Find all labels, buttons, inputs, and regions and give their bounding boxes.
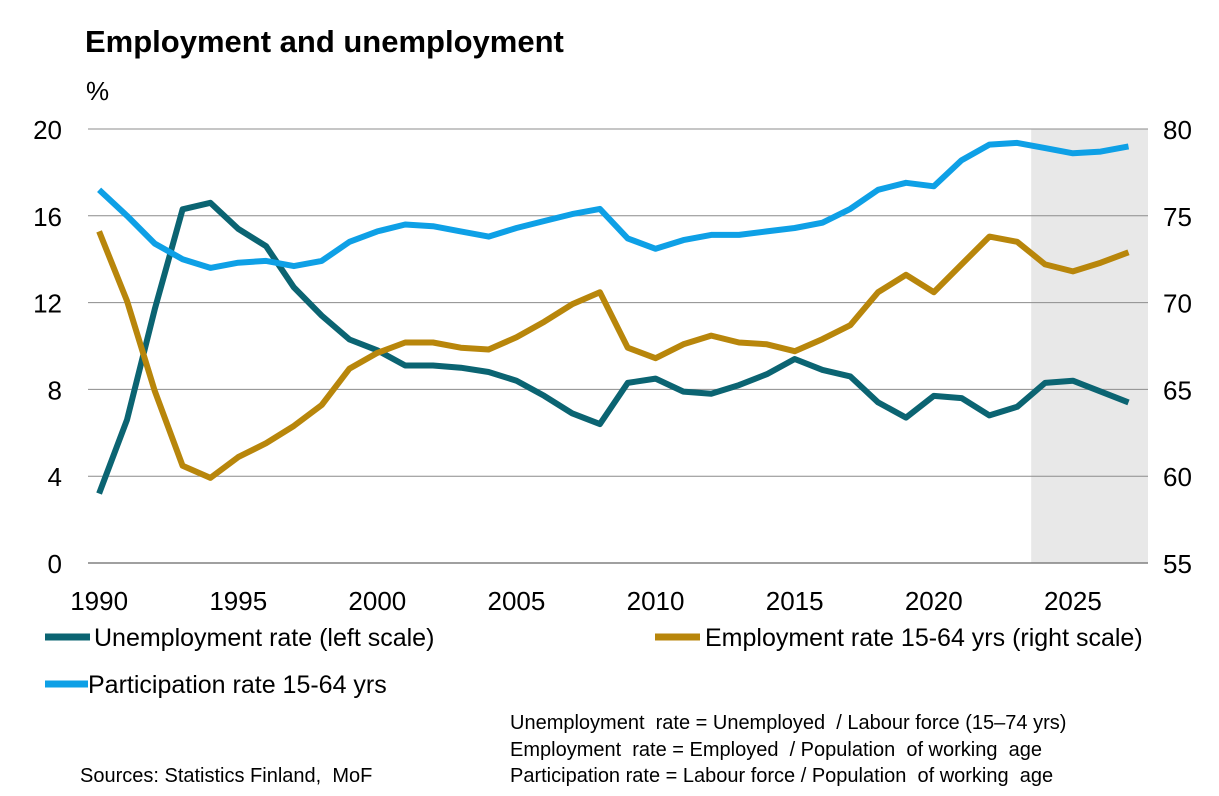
- series-line-1: [96, 230, 1130, 481]
- x-tick-label: 2010: [627, 586, 685, 616]
- source-note: Sources: Statistics Finland, MoF: [80, 765, 372, 787]
- x-tick-label: 1995: [209, 586, 267, 616]
- right-axis: 55 60 65 70 75 80: [1163, 115, 1192, 579]
- right-tick-label: 55: [1163, 549, 1192, 579]
- left-tick-label: 16: [33, 202, 62, 232]
- left-tick-label: 8: [48, 375, 62, 405]
- right-tick-label: 60: [1163, 462, 1192, 492]
- x-tick-label: 2025: [1044, 586, 1102, 616]
- note-participation-definition: Participation rate = Labour force / Popu…: [510, 765, 1053, 787]
- note-unemployment-definition: Unemployment rate = Unemployed / Labour …: [510, 712, 1066, 734]
- grid: [88, 128, 1148, 477]
- series-lines: [96, 139, 1130, 495]
- left-axis-unit: %: [86, 76, 109, 106]
- legend-label-participation: Participation rate 15-64 yrs: [88, 671, 387, 699]
- left-tick-label: 4: [48, 462, 62, 492]
- left-tick-label: 12: [33, 289, 62, 319]
- left-tick-label: 20: [33, 115, 62, 145]
- legend-label-unemployment: Unemployment rate (left scale): [94, 624, 434, 652]
- x-tick-label: 2005: [488, 586, 546, 616]
- chart-title: Employment and unemployment: [85, 24, 564, 59]
- legend-label-employment: Employment rate 15-64 yrs (right scale): [705, 624, 1143, 652]
- left-axis: 0 4 8 12 16 20: [33, 115, 62, 579]
- series-line-0: [96, 199, 1130, 495]
- definitions-note: Unemployment rate = Unemployed / Labour …: [510, 712, 1066, 787]
- x-tick-label: 2020: [905, 586, 963, 616]
- left-tick-label: 0: [48, 549, 62, 579]
- x-tick-label: 1990: [70, 586, 128, 616]
- x-tick-label: 2015: [766, 586, 824, 616]
- x-tick-label: 2000: [348, 586, 406, 616]
- x-axis: 1990 1995 2000 2005 2010 2015 2020 2025: [70, 586, 1102, 616]
- note-employment-definition: Employment rate = Employed / Population …: [510, 739, 1042, 761]
- right-tick-label: 65: [1163, 375, 1192, 405]
- right-tick-label: 75: [1163, 202, 1192, 232]
- series-line-2: [97, 139, 1130, 271]
- forecast-shading: [1031, 129, 1148, 563]
- right-tick-label: 80: [1163, 115, 1192, 145]
- legend: Unemployment rate (left scale) Employmen…: [45, 624, 1143, 699]
- right-tick-label: 70: [1163, 289, 1192, 319]
